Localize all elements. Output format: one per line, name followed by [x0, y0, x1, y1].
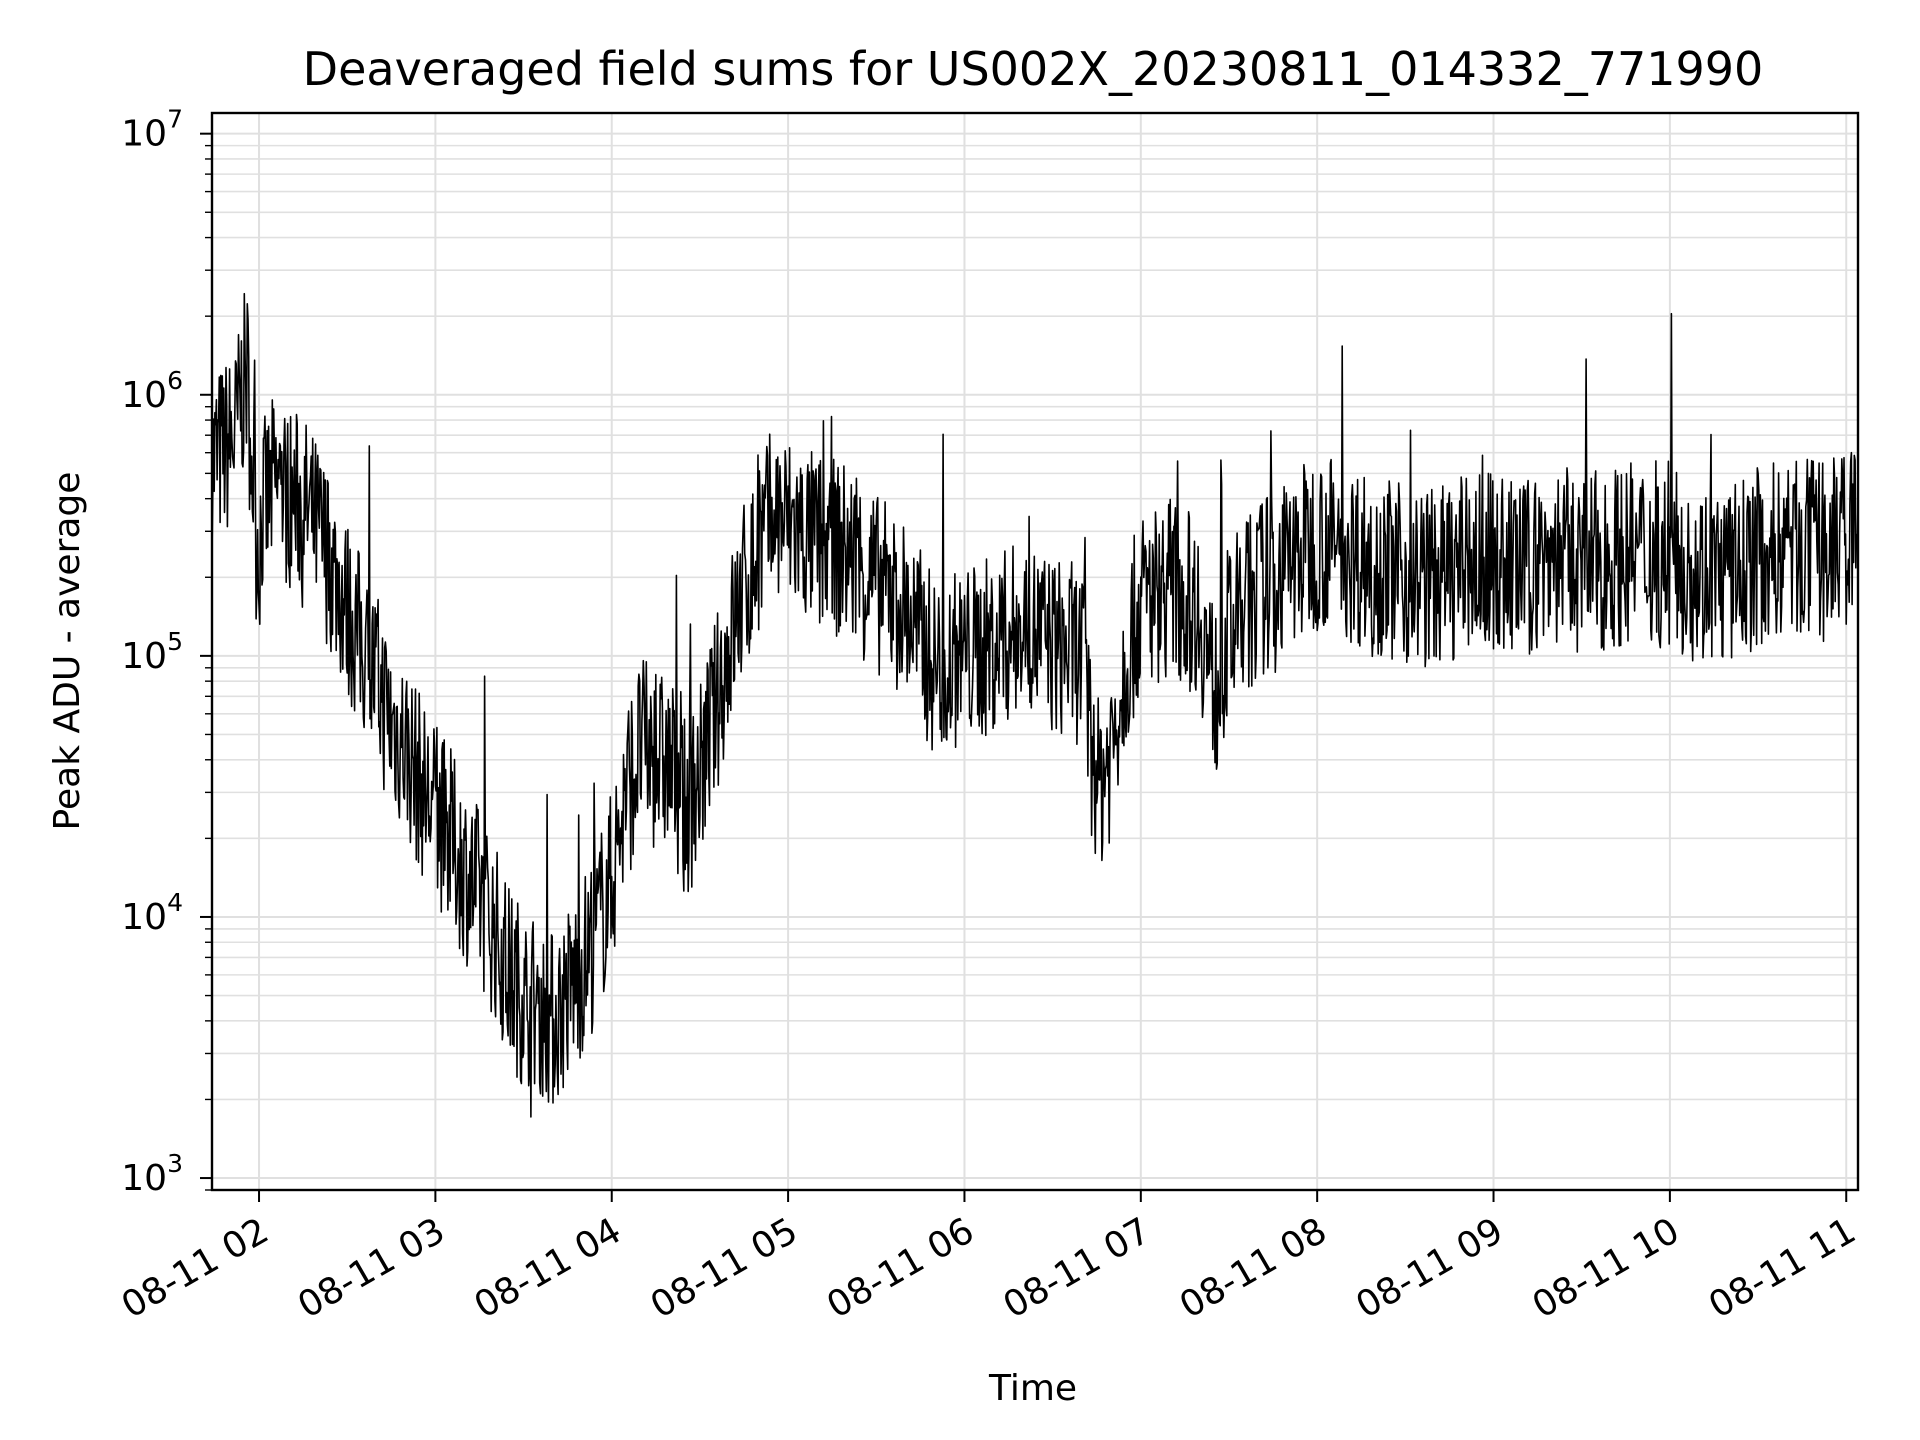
x-tick-label-6: 08-11 08: [1173, 1210, 1334, 1326]
chart-title: Deaveraged field sums for US002X_2023081…: [303, 42, 1764, 96]
x-tick-label-2: 08-11 04: [468, 1210, 629, 1326]
y-axis-label: Peak ADU - average: [47, 472, 88, 831]
x-tick-label-0: 08-11 02: [115, 1210, 276, 1326]
y-tick-label-1: 104: [121, 888, 183, 938]
x-tick-label-9: 08-11 11: [1702, 1210, 1863, 1326]
x-axis-ticks: 08-11 02 08-11 03 08-11 04 08-11 05 08-11 06…: [115, 1190, 1863, 1327]
series-line: [211, 292, 1859, 1118]
x-tick-label-5: 08-11 07: [997, 1210, 1158, 1326]
y-axis-ticks: 103 104 105 106 107: [121, 105, 212, 1199]
y-tick-label-3: 106: [121, 366, 183, 416]
x-axis-label: Time: [988, 1368, 1077, 1409]
x-tick-label-8: 08-11 10: [1526, 1210, 1687, 1326]
y-tick-label-0: 103: [121, 1149, 183, 1199]
x-tick-label-7: 08-11 09: [1349, 1210, 1510, 1326]
x-tick-label-3: 08-11 05: [644, 1210, 805, 1326]
plot-frame: [210, 111, 1860, 1192]
y-tick-label-4: 107: [121, 105, 183, 155]
x-tick-label-4: 08-11 06: [820, 1210, 981, 1326]
y-tick-label-2: 105: [121, 627, 183, 677]
x-tick-label-1: 08-11 03: [291, 1210, 452, 1326]
